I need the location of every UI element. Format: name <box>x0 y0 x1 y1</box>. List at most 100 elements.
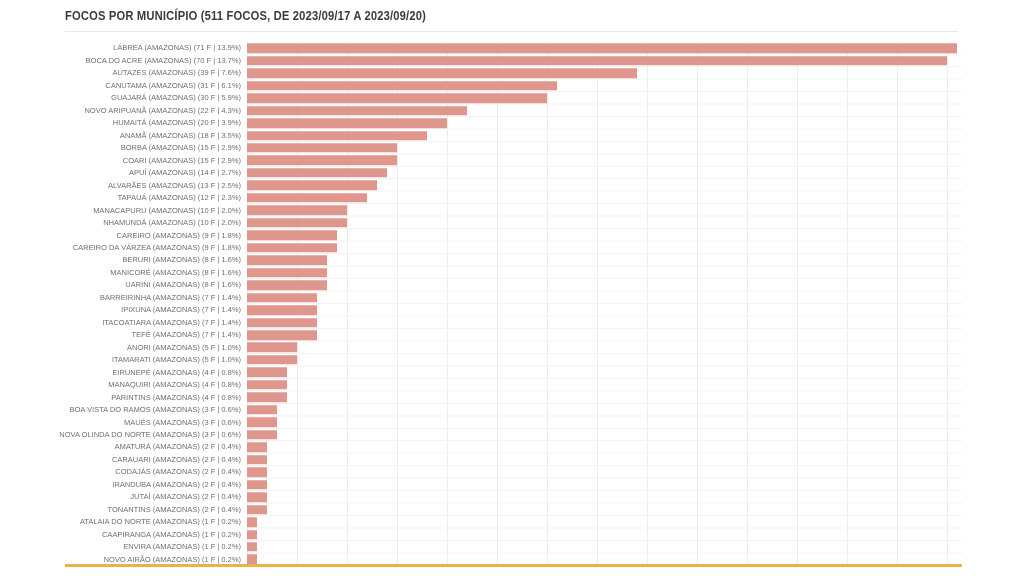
bar[interactable] <box>247 367 287 378</box>
bar-label: ATALAIA DO NORTE (AMAZONAS) (1 F | 0.2%) <box>79 517 241 527</box>
bar-row: PARINTINS (AMAZONAS) (4 F | 0.8%) <box>0 391 1024 403</box>
bar-label: GUAJARÁ (AMAZONAS) (30 F | 5.9%) <box>111 93 241 103</box>
bar-row: CAAPIRANGA (AMAZONAS) (1 F | 0.2%) <box>0 528 1024 540</box>
bar[interactable] <box>247 193 367 203</box>
bar[interactable] <box>247 292 317 303</box>
bar-row: TONANTINS (AMAZONAS) (2 F | 0.4%) <box>0 503 1024 515</box>
bar[interactable] <box>247 80 557 91</box>
bar[interactable] <box>247 205 347 216</box>
bar[interactable] <box>247 43 957 53</box>
bar-row: GUAJARÁ (AMAZONAS) (30 F | 5.9%) <box>0 92 1024 104</box>
bar-track <box>247 341 962 353</box>
bar-track <box>247 117 962 129</box>
bar[interactable] <box>247 118 447 128</box>
bar-row: CODAJÁS (AMAZONAS) (2 F | 0.4%) <box>0 466 1024 478</box>
bar[interactable] <box>247 155 397 166</box>
bar[interactable] <box>247 405 277 415</box>
bar-label: ENVIRA (AMAZONAS) (1 F | 0.2%) <box>123 542 241 552</box>
bar-row: MAUÉS (AMAZONAS) (3 F | 0.6%) <box>0 416 1024 428</box>
bar-row: LÁBREA (AMAZONAS) (71 F | 13.9%) <box>0 42 1024 54</box>
bar-label: NOVO AIRÃO (AMAZONAS) (1 F | 0.2%) <box>103 554 241 564</box>
bar-row: EIRUNEPÉ (AMAZONAS) (4 F | 0.8%) <box>0 366 1024 378</box>
bar-row: BARREIRINHA (AMAZONAS) (7 F | 1.4%) <box>0 291 1024 303</box>
plot-gridlines <box>247 42 962 566</box>
bar[interactable] <box>247 492 267 502</box>
bar-row: NOVO ARIPUANÃ (AMAZONAS) (22 F | 4.3%) <box>0 104 1024 116</box>
bar-row: ENVIRA (AMAZONAS) (1 F | 0.2%) <box>0 541 1024 553</box>
bar[interactable] <box>247 55 947 66</box>
bar-track <box>247 429 962 441</box>
bar-label: ALVARÃES (AMAZONAS) (13 F | 2.5%) <box>108 180 241 190</box>
bar-row: HUMAITÁ (AMAZONAS) (20 F | 3.9%) <box>0 117 1024 129</box>
bar[interactable] <box>247 180 377 191</box>
bar[interactable] <box>247 317 317 328</box>
bar[interactable] <box>247 467 267 477</box>
bar-track <box>247 229 962 241</box>
bar[interactable] <box>247 542 257 552</box>
bar-track <box>247 279 962 291</box>
bar-row: CAREIRO DA VÁRZEA (AMAZONAS) (9 F | 1.8%… <box>0 242 1024 254</box>
bar-label: TAPAUÁ (AMAZONAS) (12 F | 2.3%) <box>117 193 241 203</box>
bar[interactable] <box>247 330 317 340</box>
bar-row: BOCA DO ACRE (AMAZONAS) (70 F | 13.7%) <box>0 54 1024 66</box>
bar-track <box>247 516 962 528</box>
bar[interactable] <box>247 355 297 365</box>
bar[interactable] <box>247 479 267 490</box>
bar-row: AUTAZES (AMAZONAS) (39 F | 7.6%) <box>0 67 1024 79</box>
bar-track <box>247 54 962 66</box>
bar-row: NHAMUNDÁ (AMAZONAS) (10 F | 2.0%) <box>0 217 1024 229</box>
bar[interactable] <box>247 68 637 78</box>
bar-label: AUTAZES (AMAZONAS) (39 F | 7.6%) <box>112 68 242 78</box>
bar-track <box>247 541 962 553</box>
bar-label: CODAJÁS (AMAZONAS) (2 F | 0.4%) <box>115 467 241 477</box>
bar[interactable] <box>247 143 397 153</box>
bar-track <box>247 266 962 278</box>
bar[interactable] <box>247 392 287 403</box>
bar[interactable] <box>247 168 387 178</box>
bar[interactable] <box>247 442 267 452</box>
bar-track <box>247 291 962 303</box>
bar[interactable] <box>247 417 277 428</box>
bar-label: JUTAÍ (AMAZONAS) (2 F | 0.4%) <box>130 492 241 502</box>
bar-label: PARINTINS (AMAZONAS) (4 F | 0.8%) <box>111 392 241 402</box>
bar-label: NHAMUNDÁ (AMAZONAS) (10 F | 2.0%) <box>103 218 241 228</box>
bar[interactable] <box>247 280 327 290</box>
bar-track <box>247 67 962 79</box>
bar[interactable] <box>247 504 267 515</box>
bar-row: NOVA OLINDA DO NORTE (AMAZONAS) (3 F | 0… <box>0 429 1024 441</box>
bar-track <box>247 167 962 179</box>
bar-label: BOA VISTA DO RAMOS (AMAZONAS) (3 F | 0.6… <box>69 405 241 415</box>
bar[interactable] <box>247 230 337 241</box>
bar[interactable] <box>247 454 267 465</box>
bar-row: TAPAUÁ (AMAZONAS) (12 F | 2.3%) <box>0 192 1024 204</box>
bar-row: AMATURÁ (AMAZONAS) (2 F | 0.4%) <box>0 441 1024 453</box>
bar[interactable] <box>247 255 327 265</box>
bar[interactable] <box>247 93 547 103</box>
bar-label: IPIXUNA (AMAZONAS) (7 F | 1.4%) <box>121 305 241 315</box>
bar-track <box>247 391 962 403</box>
bar[interactable] <box>247 380 287 390</box>
bar-label: CAREIRO DA VÁRZEA (AMAZONAS) (9 F | 1.8%… <box>72 242 241 252</box>
bar-track <box>247 179 962 191</box>
bar[interactable] <box>247 267 327 278</box>
bar[interactable] <box>247 305 317 315</box>
bar-track <box>247 154 962 166</box>
bar[interactable] <box>247 130 427 141</box>
bar-row: COARI (AMAZONAS) (15 F | 2.9%) <box>0 154 1024 166</box>
bar-label: APUÍ (AMAZONAS) (14 F | 2.7%) <box>129 168 241 178</box>
bar[interactable] <box>247 218 347 228</box>
bar[interactable] <box>247 105 467 116</box>
bar-track <box>247 329 962 341</box>
bar[interactable] <box>247 430 277 440</box>
bar[interactable] <box>247 529 257 540</box>
bar[interactable] <box>247 342 297 353</box>
bar-track <box>247 379 962 391</box>
bar-track <box>247 503 962 515</box>
bar-label: UARINI (AMAZONAS) (8 F | 1.6%) <box>125 280 241 290</box>
bar-track <box>247 553 962 565</box>
bar[interactable] <box>247 242 337 253</box>
bar-row: ATALAIA DO NORTE (AMAZONAS) (1 F | 0.2%) <box>0 516 1024 528</box>
bar[interactable] <box>247 554 257 565</box>
bar[interactable] <box>247 517 257 527</box>
